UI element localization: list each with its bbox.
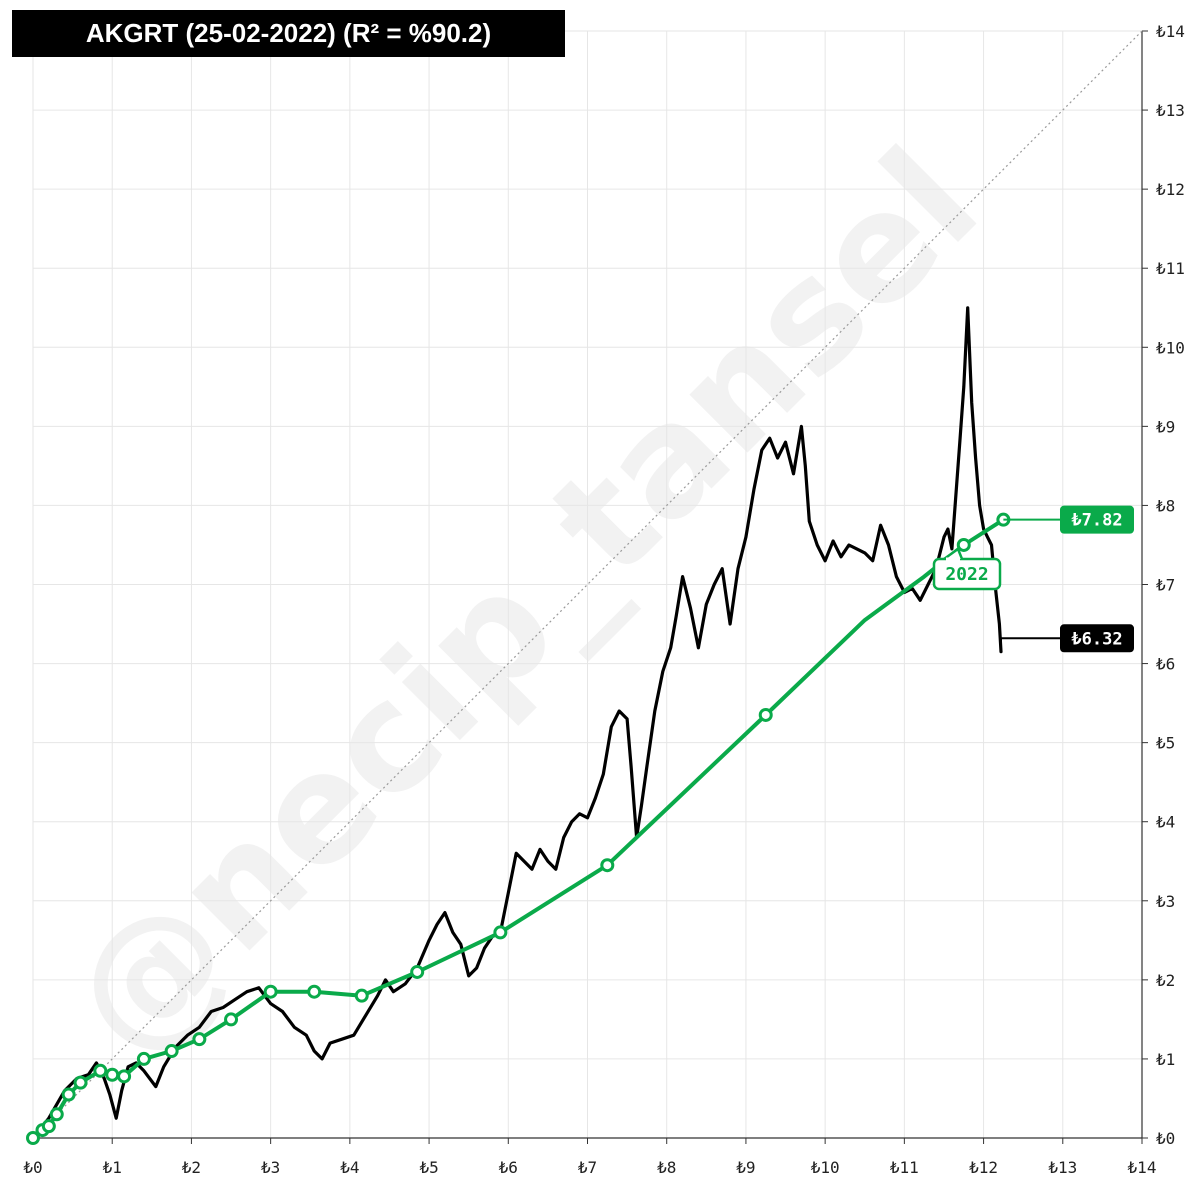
chart-title: AKGRT (25-02-2022) (R² = %90.2)	[12, 10, 565, 57]
price-last-tag	[1060, 624, 1134, 653]
x-tick-label: ₺3	[261, 1158, 280, 1177]
price-line	[31, 306, 1003, 1140]
trend-point-marker	[354, 988, 369, 1003]
x-tick-label: ₺9	[736, 1158, 755, 1177]
value-tags: ₺7.82 ₺6.32 2022	[932, 505, 1134, 653]
x-tick-label: ₺4	[340, 1158, 359, 1177]
y-tick-label: ₺9	[1156, 417, 1175, 436]
y-tick-label: ₺3	[1156, 892, 1175, 911]
y-tick-label: ₺8	[1156, 496, 1175, 515]
trend-last-tag	[1060, 505, 1134, 534]
x-tick-label: ₺2	[182, 1158, 201, 1177]
x-tick-label: ₺13	[1048, 1158, 1077, 1177]
y-tick-label: ₺0	[1156, 1129, 1175, 1148]
trend-point-marker	[61, 1087, 76, 1102]
x-tick-label: ₺5	[419, 1158, 438, 1177]
y-tick-label: ₺7	[1156, 576, 1175, 595]
x-tick-label: ₺0	[23, 1158, 42, 1177]
trend-point-marker	[49, 1107, 64, 1122]
y-tick-label: ₺14	[1156, 22, 1185, 41]
watermark: @necip_tansel	[37, 117, 1011, 1091]
trend-point-marker	[26, 1131, 40, 1145]
x-tick-label: ₺14	[1128, 1158, 1157, 1177]
y-tick-label: ₺4	[1156, 813, 1175, 832]
trend-point-marker	[164, 1044, 179, 1059]
trend-point-marker	[136, 1051, 151, 1066]
trend-point-marker	[41, 1119, 56, 1134]
trend-point-marker	[493, 925, 508, 940]
trend-point-marker	[758, 707, 773, 722]
year-callout-box	[932, 557, 1002, 591]
x-tick-label: ₺7	[578, 1158, 597, 1177]
year-callout-pointer	[943, 547, 964, 561]
y-tick-label: ₺2	[1156, 971, 1175, 990]
y-tick-label: ₺10	[1156, 338, 1185, 357]
trend-point-marker	[73, 1075, 88, 1090]
trend-point-marker	[307, 984, 322, 999]
price-last-value: ₺6.32	[1071, 629, 1122, 649]
x-tick-labels: ₺0 ₺1 ₺2 ₺3 ₺4 ₺5 ₺6 ₺7 ₺8 ₺9 ₺10 ₺11 ₺12 ₺13 ₺14	[23, 1138, 1156, 1177]
y-tick-label: ₺1	[1156, 1050, 1175, 1069]
trend-last-value: ₺7.82	[1071, 511, 1122, 531]
reference-diagonal-line	[32, 30, 1143, 1139]
x-tick-label: ₺8	[657, 1158, 676, 1177]
trend-point-marker	[956, 537, 971, 552]
trend-point-marker	[117, 1069, 132, 1084]
x-tick-label: ₺1	[103, 1158, 122, 1177]
price-series	[31, 306, 1003, 1140]
y-tick-label: ₺13	[1156, 101, 1185, 120]
trend-series	[26, 512, 1011, 1145]
trend-point-marker	[192, 1032, 207, 1047]
year-callout-label: 2022	[945, 564, 988, 585]
x-tick-label: ₺6	[499, 1158, 518, 1177]
x-tick-label: ₺12	[969, 1158, 998, 1177]
trend-point-marker	[224, 1012, 239, 1027]
trend-point-marker	[105, 1067, 120, 1082]
y-tick-label: ₺6	[1156, 655, 1175, 674]
reference-diagonal	[32, 30, 1143, 1139]
y-tick-label: ₺12	[1156, 180, 1185, 199]
watermark-text: @necip_tansel	[37, 117, 1011, 1091]
x-tick-label: ₺11	[890, 1158, 919, 1177]
trend-point-marker	[263, 984, 278, 999]
y-tick-label: ₺11	[1156, 259, 1185, 278]
y-tick-labels: ₺0 ₺1 ₺2 ₺3 ₺4 ₺5 ₺6 ₺7 ₺8 ₺9 ₺10 ₺11 ₺12 ₺13 ₺14	[1142, 22, 1185, 1148]
trend-point-marker	[600, 858, 615, 873]
y-tick-label: ₺5	[1156, 734, 1175, 753]
x-tick-label: ₺10	[811, 1158, 840, 1177]
trend-point-marker	[410, 964, 425, 979]
trend-point-marker	[93, 1063, 108, 1078]
